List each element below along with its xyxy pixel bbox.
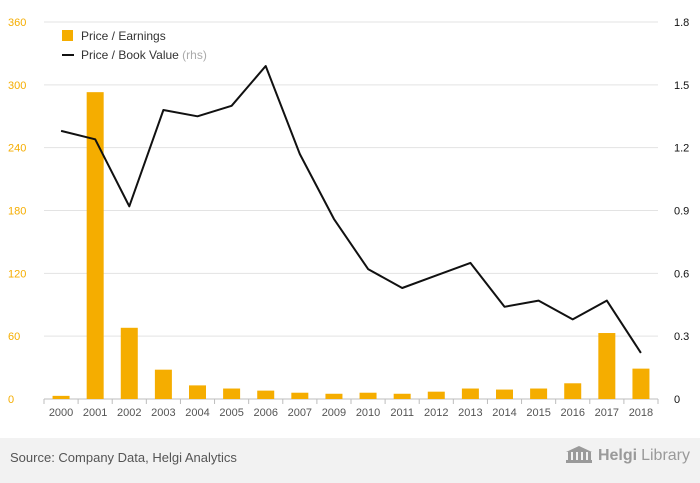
- chart: 0 60 120 180 240 300 360 0 0.3 0.6 0.9 1.2 1.5 1.8 200…: [8, 17, 689, 419]
- y-left-tick-label: 360: [8, 17, 26, 29]
- x-tick-label: 2013: [458, 407, 482, 419]
- logo-text-helgi: Helgi: [597, 447, 638, 464]
- x-tick-label: 2016: [560, 407, 584, 419]
- x-tick-label: 2002: [117, 407, 141, 419]
- y-right-tick-label: 0.6: [674, 268, 689, 280]
- bar: [359, 392, 377, 399]
- bar: [86, 92, 104, 400]
- bar: [189, 385, 206, 399]
- bar: [52, 395, 70, 399]
- y-left-tick-label: 180: [8, 206, 26, 218]
- source-note: Source: Company Data, Helgi Analytics: [10, 450, 237, 465]
- bar: [598, 333, 616, 399]
- y-right-tick-label: 1.8: [674, 17, 689, 29]
- x-tick-label: 2005: [219, 407, 243, 419]
- x-tick-label: 2014: [492, 407, 516, 419]
- price-book-line: [60, 65, 642, 354]
- x-tick-label: 2011: [390, 407, 414, 419]
- x-tick-label: 2018: [629, 407, 653, 419]
- x-tick-label: 2006: [253, 407, 277, 419]
- x-tick-label: 2000: [49, 407, 73, 419]
- bar: [291, 392, 309, 399]
- x-tick-label: 2017: [595, 407, 619, 419]
- y-left-tick-label: 60: [8, 331, 20, 343]
- bar: [427, 391, 445, 399]
- bar: [530, 388, 548, 399]
- y-left-tick-label: 300: [8, 80, 26, 92]
- y-right-tick-label: 1.5: [674, 80, 689, 92]
- legend-label-price-earnings: Price / Earnings: [81, 29, 166, 43]
- y-left-tick-label: 240: [8, 143, 26, 155]
- bar: [632, 368, 650, 399]
- bar: [393, 393, 411, 399]
- legend-label-price-book: Price / Book Value (rhs): [81, 48, 207, 62]
- x-tick-label: 2009: [322, 407, 346, 419]
- x-tick-label: 2015: [526, 407, 550, 419]
- y-right-tick-label: 0.9: [674, 206, 689, 218]
- bar: [154, 369, 172, 399]
- y-right-tick-label: 0.3: [674, 331, 689, 343]
- y-left-tick-label: 0: [8, 394, 14, 406]
- x-tick-label: 2001: [83, 407, 107, 419]
- x-tick-label: 2003: [151, 407, 175, 419]
- x-tick-label: 2004: [185, 407, 209, 419]
- library-building-icon: [565, 446, 592, 463]
- y-right-tick-label: 1.2: [674, 143, 689, 155]
- helgi-library-logo[interactable]: Helgi Library: [564, 446, 690, 466]
- bar: [325, 393, 343, 399]
- legend-label-rhs: (rhs): [182, 48, 207, 62]
- y-right-tick-label: 0: [674, 394, 680, 406]
- bar: [120, 327, 138, 399]
- x-tick-label: 2010: [356, 407, 380, 419]
- bar: [461, 388, 479, 399]
- bar: [496, 389, 513, 399]
- x-tick-label: 2012: [424, 407, 448, 419]
- legend-swatch-bar: [62, 30, 73, 41]
- y-left-tick-label: 120: [8, 268, 26, 280]
- bar: [564, 383, 582, 399]
- bar: [257, 390, 275, 399]
- bar: [223, 388, 241, 399]
- x-tick-label: 2007: [288, 407, 312, 419]
- logo-text-library: Library: [641, 447, 690, 464]
